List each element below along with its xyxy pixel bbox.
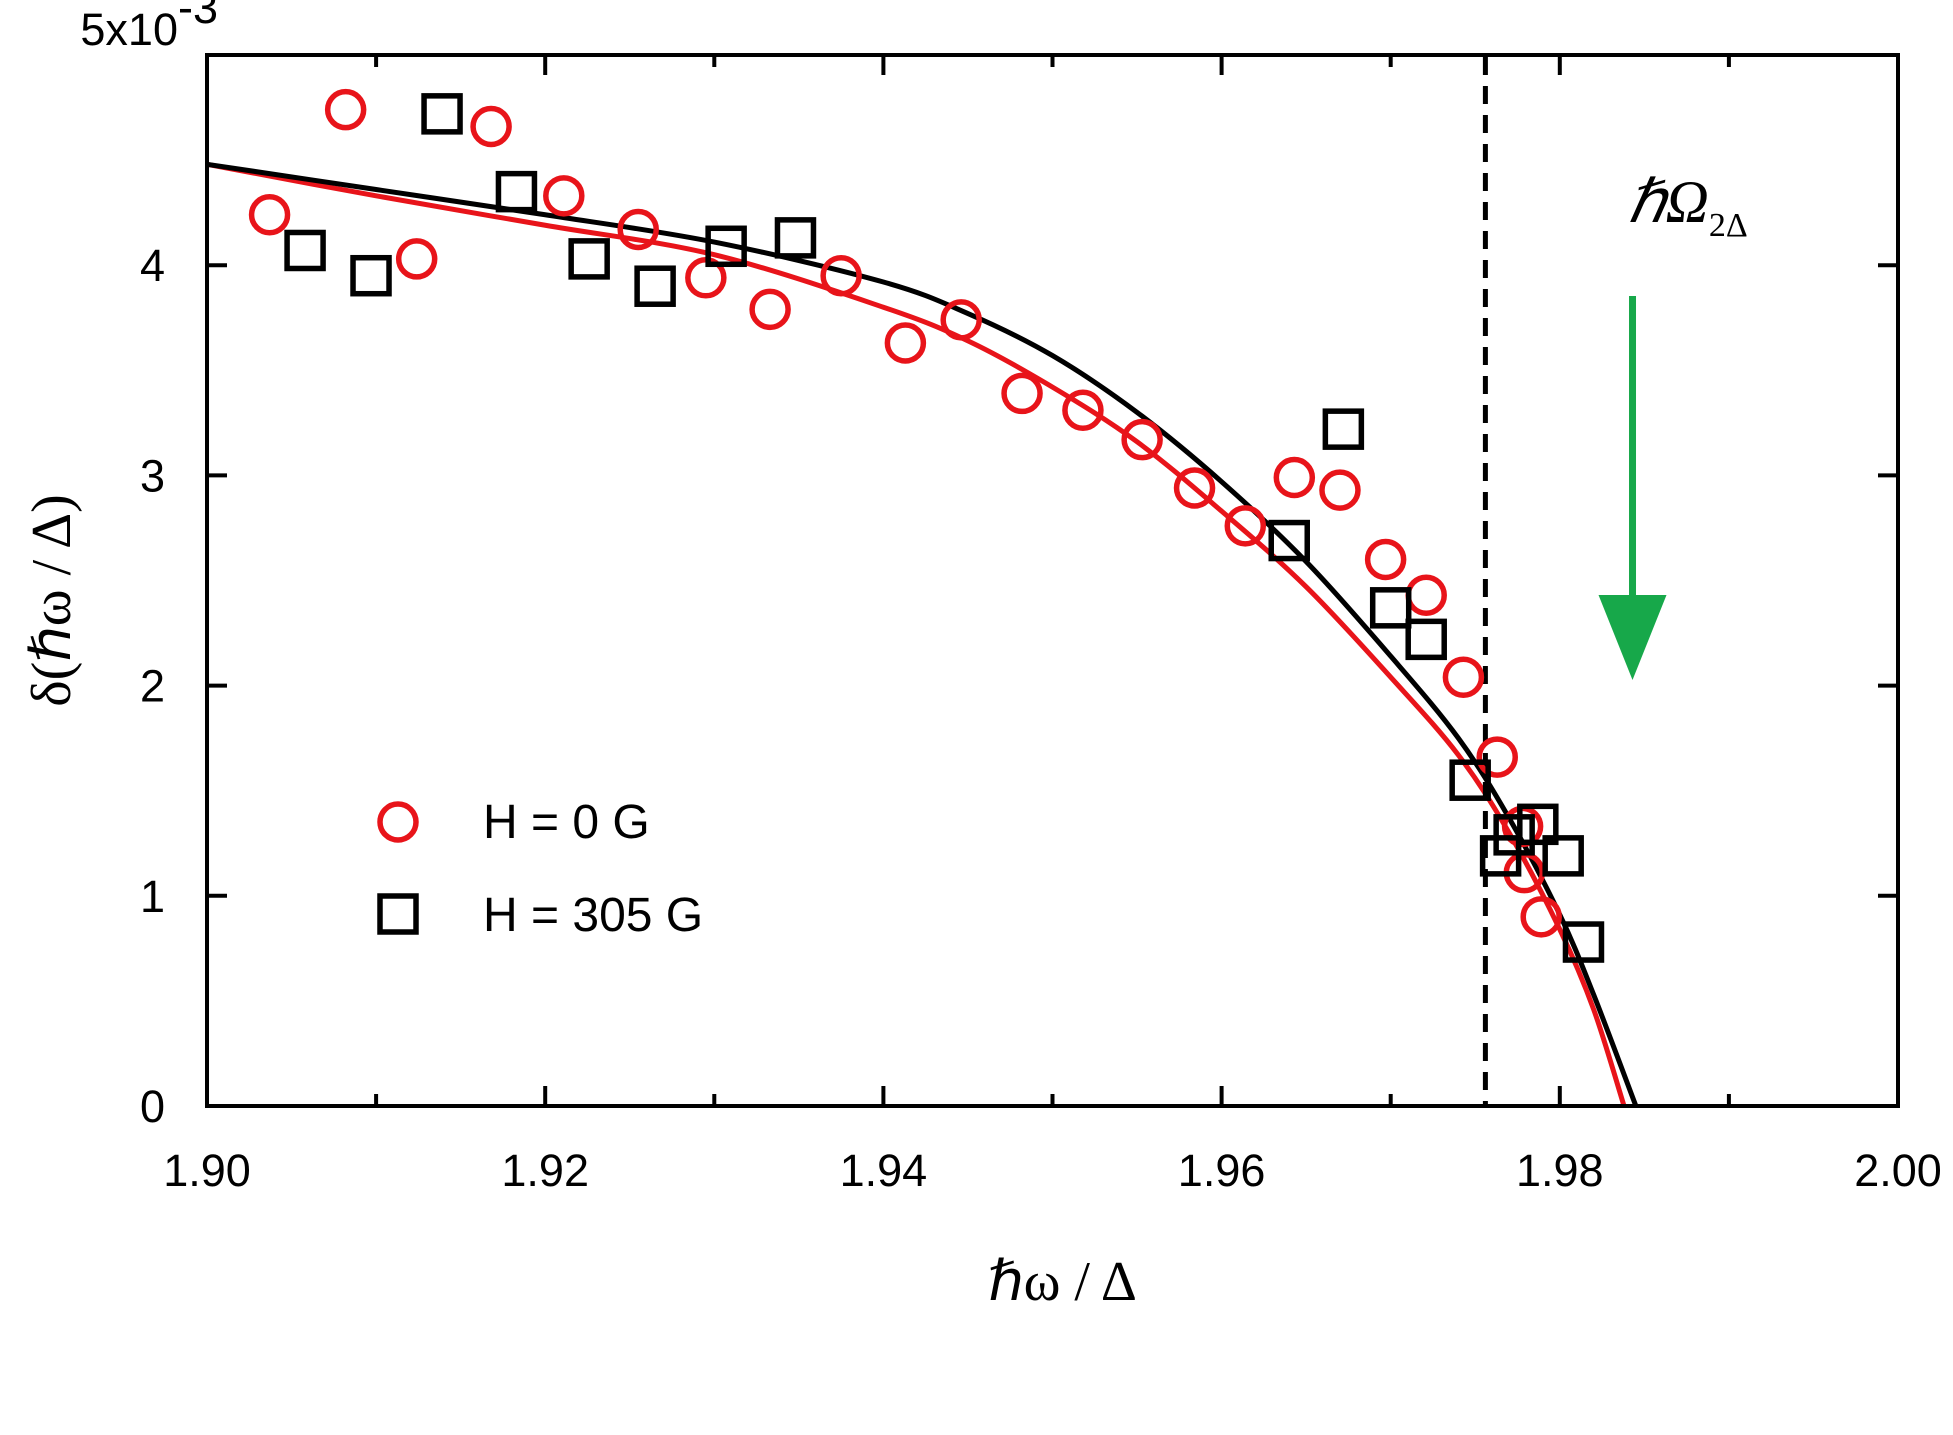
x-tick-label: 1.96 [1178, 1145, 1266, 1196]
data-point-square [1268, 519, 1310, 562]
axis-ticks: 1.90 1.92 1.94 1.96 1.98 2.00 0 1 2 3 4 5x10 [80, 4, 1941, 1196]
y-tick-label: 1 [140, 871, 165, 922]
x-tick-label: 1.90 [163, 1145, 251, 1196]
data-point-circle [884, 322, 927, 364]
data-points [248, 88, 1605, 963]
data-point-square [1517, 803, 1559, 846]
data-point-circle [324, 88, 367, 131]
data-point-square [1542, 835, 1584, 877]
data-point-circle [1520, 896, 1562, 938]
data-point-square [495, 170, 538, 213]
data-point-circle [820, 254, 862, 297]
x-tick-label: 1.92 [501, 1145, 589, 1196]
data-point-square [1322, 408, 1365, 450]
y-tick-label: 0 [140, 1081, 165, 1132]
data-point-circle [1062, 389, 1104, 431]
data-point-circle [1001, 372, 1043, 415]
y-tick-label: 5x10 [80, 4, 178, 55]
data-point-circle [1319, 469, 1361, 511]
arrow-head [1598, 595, 1667, 680]
legend: H = 0 G H = 305 G [377, 796, 703, 942]
data-point-circle [543, 175, 585, 217]
data-point-square [350, 254, 392, 297]
data-point-circle [395, 238, 438, 280]
data-point-circle [1224, 505, 1267, 547]
x-tick-label: 1.94 [840, 1145, 928, 1196]
fit-curves [206, 161, 1639, 1107]
fit-curve-h305 [206, 161, 1639, 1107]
data-point-square [568, 238, 610, 280]
data-point-circle [248, 194, 291, 236]
data-point-square [1405, 618, 1447, 661]
data-point-square [1449, 759, 1491, 801]
data-point-circle [1273, 456, 1316, 499]
legend-marker-circle [377, 801, 419, 843]
data-point-square [1562, 921, 1605, 963]
data-point-circle [1476, 736, 1518, 778]
fit-curve-h0 [206, 161, 1627, 1107]
data-point-square [1369, 587, 1412, 629]
data-point-circle [1405, 574, 1447, 616]
threshold-arrow [1598, 296, 1667, 680]
data-point-square [634, 265, 676, 307]
data-point-circle [940, 299, 982, 341]
legend-label-h0: H = 0 G [483, 796, 650, 849]
data-point-square [774, 217, 817, 259]
data-point-square [705, 225, 747, 268]
y-tick-label: 2 [140, 661, 165, 712]
x-tick-label: 1.98 [1516, 1145, 1604, 1196]
legend-label-h305: H = 305 G [483, 889, 703, 942]
y-scale-exponent: -3 [178, 0, 218, 33]
data-point-square [284, 229, 326, 272]
data-point-circle [749, 288, 791, 331]
data-point-circle [470, 105, 512, 148]
legend-marker-square [377, 893, 419, 935]
y-axis-label: δ(ℏω / Δ) [21, 494, 83, 707]
arrow-label-sub: 2Δ [1709, 207, 1748, 244]
y-tick-label: 3 [140, 450, 165, 501]
arrow-label-main: ℏΩ [1628, 169, 1709, 235]
x-tick-label: 2.00 [1854, 1145, 1942, 1196]
arrow-label: ℏΩ2Δ [1628, 169, 1748, 244]
data-point-circle [1121, 418, 1163, 461]
data-point-circle [1442, 656, 1485, 698]
data-point-square [1493, 814, 1535, 856]
y-tick-label: 4 [140, 240, 165, 291]
data-point-square [421, 93, 463, 135]
data-point-circle [1364, 538, 1407, 581]
data-point-circle [617, 208, 659, 251]
data-point-circle [1173, 467, 1216, 509]
data-point-square [1479, 835, 1522, 877]
x-axis-label: ℏω / Δ [988, 1251, 1137, 1313]
